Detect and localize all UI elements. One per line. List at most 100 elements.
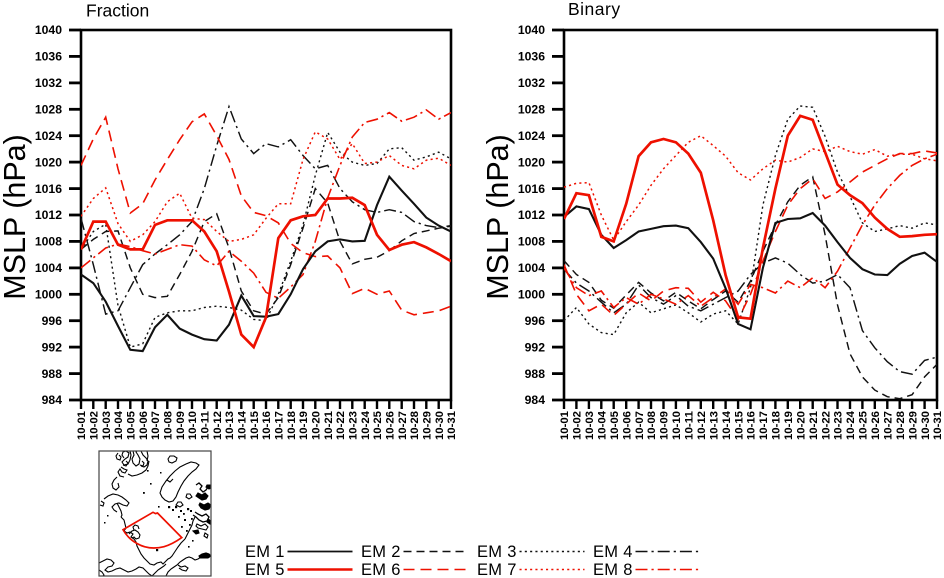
svg-text:EM 3: EM 3 [477,543,517,561]
svg-text:10-20: 10-20 [795,411,807,440]
svg-text:1004: 1004 [35,261,62,275]
svg-text:10-17: 10-17 [274,411,286,440]
svg-text:10-07: 10-07 [150,411,162,440]
svg-text:10-23: 10-23 [348,411,360,440]
svg-text:10-13: 10-13 [708,411,720,440]
svg-text:Binary: Binary [568,0,621,19]
svg-text:10-26: 10-26 [385,411,397,440]
svg-text:10-22: 10-22 [335,411,347,440]
svg-text:EM 7: EM 7 [477,561,517,578]
svg-text:10-31: 10-31 [446,411,458,440]
svg-text:10-29: 10-29 [422,411,434,440]
svg-text:10-11: 10-11 [684,411,696,440]
svg-text:10-12: 10-12 [212,411,224,440]
svg-text:1000: 1000 [518,288,545,302]
svg-text:1016: 1016 [518,182,545,196]
svg-text:EM 2: EM 2 [361,543,401,561]
svg-text:10-17: 10-17 [758,411,770,440]
svg-text:10-24: 10-24 [360,411,372,440]
svg-text:10-30: 10-30 [920,411,932,440]
svg-text:10-21: 10-21 [808,411,820,440]
svg-text:10-07: 10-07 [634,411,646,440]
svg-text:10-31: 10-31 [932,411,944,440]
svg-text:EM 4: EM 4 [593,543,633,561]
svg-text:1012: 1012 [35,208,62,222]
svg-text:1008: 1008 [518,235,545,249]
svg-text:1036: 1036 [518,50,545,64]
svg-text:10-27: 10-27 [883,411,895,440]
svg-text:10-01: 10-01 [76,411,88,440]
svg-text:1020: 1020 [518,155,545,169]
svg-text:10-10: 10-10 [187,411,199,440]
svg-text:10-20: 10-20 [311,411,323,440]
svg-text:10-28: 10-28 [409,411,421,440]
svg-text:10-03: 10-03 [101,411,113,440]
svg-text:1028: 1028 [35,103,62,117]
svg-text:10-16: 10-16 [261,411,273,440]
svg-text:10-09: 10-09 [659,411,671,440]
svg-text:10-25: 10-25 [858,411,870,440]
svg-text:10-18: 10-18 [771,411,783,440]
svg-text:992: 992 [42,340,63,354]
svg-text:10-05: 10-05 [609,411,621,440]
svg-text:10-24: 10-24 [845,411,857,440]
svg-text:1024: 1024 [518,129,545,143]
svg-text:1036: 1036 [35,50,62,64]
svg-text:EM 5: EM 5 [245,561,285,578]
svg-text:MSLP (hPa): MSLP (hPa) [481,134,515,300]
svg-text:10-15: 10-15 [249,411,261,440]
svg-text:10-28: 10-28 [895,411,907,440]
svg-text:10-08: 10-08 [163,411,175,440]
svg-text:10-19: 10-19 [783,411,795,440]
svg-text:996: 996 [42,314,63,328]
svg-text:10-22: 10-22 [820,411,832,440]
svg-text:1000: 1000 [35,288,62,302]
svg-text:10-11: 10-11 [200,411,212,440]
svg-text:10-29: 10-29 [907,411,919,440]
svg-text:988: 988 [525,367,546,381]
svg-text:EM 8: EM 8 [593,561,633,578]
svg-text:10-16: 10-16 [746,411,758,440]
svg-text:1040: 1040 [518,23,545,37]
svg-text:EM 1: EM 1 [245,543,285,561]
svg-text:10-03: 10-03 [584,411,596,440]
svg-text:10-10: 10-10 [671,411,683,440]
svg-text:1032: 1032 [518,76,545,90]
svg-text:10-18: 10-18 [286,411,298,440]
svg-text:10-26: 10-26 [870,411,882,440]
svg-text:984: 984 [525,393,546,407]
svg-text:992: 992 [525,340,546,354]
svg-text:10-15: 10-15 [733,411,745,440]
svg-text:988: 988 [42,367,63,381]
svg-text:10-12: 10-12 [696,411,708,440]
svg-text:10-13: 10-13 [224,411,236,440]
svg-text:1016: 1016 [35,182,62,196]
svg-text:1012: 1012 [518,208,545,222]
svg-text:10-14: 10-14 [237,411,249,440]
svg-text:1028: 1028 [518,103,545,117]
svg-text:10-27: 10-27 [397,411,409,440]
svg-text:10-21: 10-21 [323,411,335,440]
svg-text:1004: 1004 [518,261,545,275]
svg-text:1008: 1008 [35,235,62,249]
svg-text:996: 996 [525,314,546,328]
svg-text:10-09: 10-09 [175,411,187,440]
svg-text:10-25: 10-25 [372,411,384,440]
svg-text:10-01: 10-01 [559,411,571,440]
svg-text:Fraction: Fraction [86,1,149,21]
svg-text:MSLP (hPa): MSLP (hPa) [0,134,32,300]
svg-text:10-02: 10-02 [572,411,584,440]
svg-text:1040: 1040 [35,23,62,37]
svg-text:EM 6: EM 6 [361,561,401,578]
svg-text:10-04: 10-04 [113,411,125,440]
svg-text:1032: 1032 [35,76,62,90]
svg-text:10-14: 10-14 [721,411,733,440]
svg-text:10-30: 10-30 [434,411,446,440]
svg-text:10-06: 10-06 [138,411,150,440]
svg-text:984: 984 [42,393,63,407]
svg-text:1024: 1024 [35,129,62,143]
svg-text:10-04: 10-04 [597,411,609,440]
svg-text:1020: 1020 [35,155,62,169]
svg-text:10-02: 10-02 [89,411,101,440]
svg-text:10-19: 10-19 [298,411,310,440]
